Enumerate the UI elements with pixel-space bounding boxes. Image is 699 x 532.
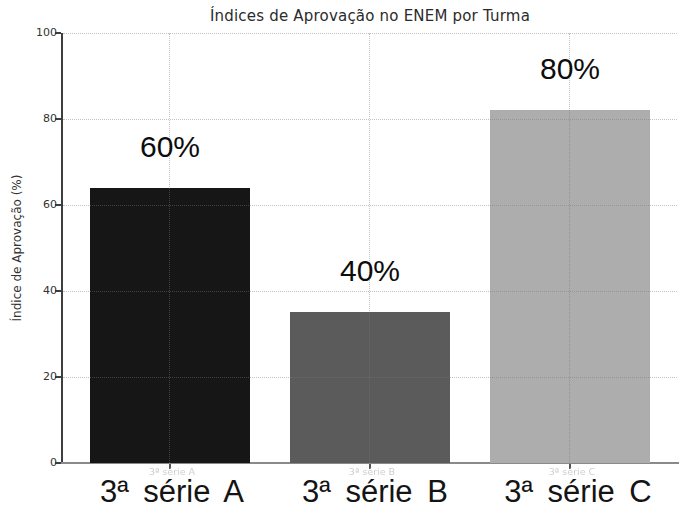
bar-value-label: 60% xyxy=(100,131,240,163)
plot-area: 60% 40% 80% xyxy=(63,33,677,463)
y-tick-label: 80 xyxy=(19,112,57,126)
bar-chart-figure: Índices de Aprovação no ENEM por Turma Í… xyxy=(0,0,699,532)
bar-value-label: 40% xyxy=(300,255,440,287)
x-tick-mark xyxy=(569,464,571,469)
bar-value-label: 80% xyxy=(500,53,640,85)
y-tick-label: 0 xyxy=(19,456,57,470)
x-tick-mark xyxy=(169,464,171,469)
bar-serie-a xyxy=(90,188,250,463)
x-category-label-serie-c: 3ª série C xyxy=(458,474,698,510)
gridline-100 xyxy=(63,33,677,34)
chart-title: Índices de Aprovação no ENEM por Turma xyxy=(63,7,677,25)
bar-serie-c xyxy=(490,110,650,463)
y-tick-label: 20 xyxy=(19,370,57,384)
y-tick-label: 40 xyxy=(19,284,57,298)
x-tick-mark xyxy=(369,464,371,469)
y-axis-label: Índice de Aprovação (%) xyxy=(10,175,24,322)
bar-serie-b xyxy=(290,312,450,463)
y-tick-label: 60 xyxy=(19,198,57,212)
y-tick-label: 100 xyxy=(19,26,57,40)
